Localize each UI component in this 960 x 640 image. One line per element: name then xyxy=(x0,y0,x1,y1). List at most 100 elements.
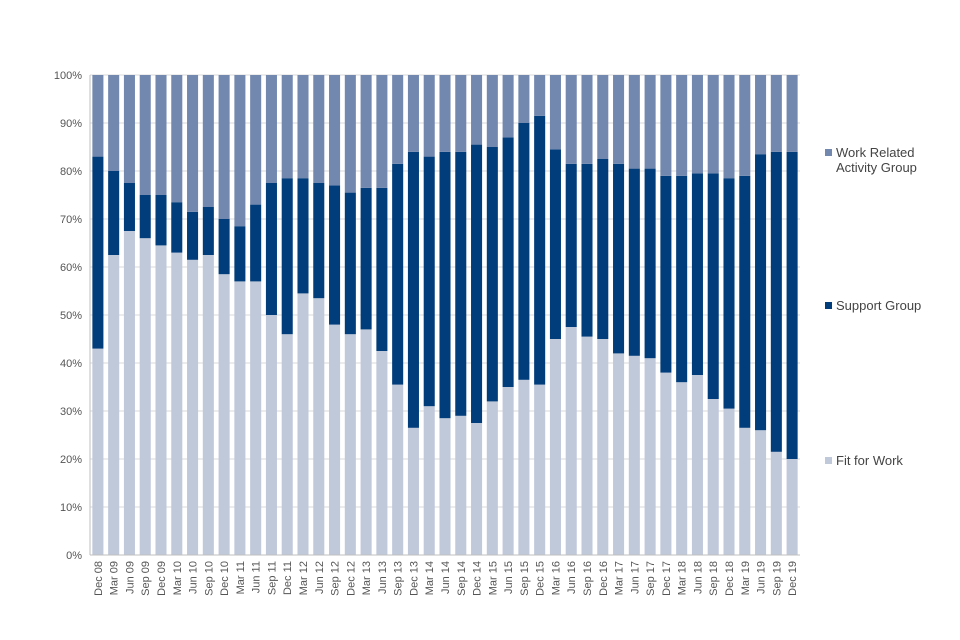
bar-support-group xyxy=(187,211,199,260)
bar-fit-for-work xyxy=(660,372,672,555)
bar-fit-for-work xyxy=(218,274,230,555)
x-tick-label: Dec 09 xyxy=(156,561,168,596)
bar-fit-for-work xyxy=(581,336,593,555)
bar-fit-for-work xyxy=(502,387,514,555)
bar-work-related-activity-group xyxy=(691,75,703,174)
bar-work-related-activity-group xyxy=(707,75,719,174)
bar-fit-for-work xyxy=(329,324,341,555)
bar-work-related-activity-group xyxy=(502,75,514,138)
bar-fit-for-work xyxy=(565,327,577,555)
bar-support-group xyxy=(770,151,782,452)
bar-work-related-activity-group xyxy=(265,75,277,183)
bar-fit-for-work xyxy=(234,281,246,555)
bar-work-related-activity-group xyxy=(281,75,293,179)
bar-work-related-activity-group xyxy=(218,75,230,219)
bar-support-group xyxy=(597,159,609,339)
bar-fit-for-work xyxy=(549,339,561,555)
bar-fit-for-work xyxy=(202,255,214,555)
bar-fit-for-work xyxy=(644,358,656,555)
bar-support-group xyxy=(313,183,325,299)
bar-support-group xyxy=(613,163,625,354)
y-tick-label: 20% xyxy=(60,454,82,466)
x-tick-label: Dec 13 xyxy=(408,561,420,596)
bar-fit-for-work xyxy=(597,339,609,555)
legend-label: Fit for Work xyxy=(836,453,903,468)
bar-fit-for-work xyxy=(313,298,325,555)
x-tick-label: Jun 17 xyxy=(629,561,641,594)
x-tick-label: Dec 18 xyxy=(724,561,736,596)
x-tick-label: Sep 12 xyxy=(330,561,342,596)
x-tick-label: Mar 12 xyxy=(298,561,310,595)
bar-work-related-activity-group xyxy=(786,75,798,152)
bar-support-group xyxy=(234,226,246,282)
y-tick-label: 60% xyxy=(60,262,82,274)
bar-support-group xyxy=(423,156,435,407)
bar-work-related-activity-group xyxy=(234,75,246,227)
x-tick-label: Dec 17 xyxy=(661,561,673,596)
x-tick-label: Jun 09 xyxy=(124,561,136,594)
bar-support-group xyxy=(155,195,167,246)
bar-fit-for-work xyxy=(360,329,372,555)
bar-work-related-activity-group xyxy=(581,75,593,164)
bar-work-related-activity-group xyxy=(549,75,561,150)
x-tick-label: Mar 09 xyxy=(109,561,121,595)
x-tick-label: Jun 14 xyxy=(440,561,452,594)
bar-work-related-activity-group xyxy=(376,75,388,188)
x-tick-label: Jun 11 xyxy=(251,561,263,593)
bar-work-related-activity-group xyxy=(250,75,262,205)
bar-fit-for-work xyxy=(471,423,483,555)
x-tick-label: Sep 14 xyxy=(456,561,468,596)
bar-work-related-activity-group xyxy=(297,75,309,179)
x-tick-label: Jun 15 xyxy=(503,561,515,594)
y-tick-label: 80% xyxy=(60,166,82,178)
bar-support-group xyxy=(297,178,309,294)
bar-support-group xyxy=(739,175,751,428)
x-tick-label: Dec 12 xyxy=(345,561,357,596)
bar-support-group xyxy=(250,204,262,282)
bar-support-group xyxy=(628,168,640,356)
bar-work-related-activity-group xyxy=(108,75,120,171)
bar-fit-for-work xyxy=(628,355,640,555)
bar-fit-for-work xyxy=(123,231,135,555)
bar-support-group xyxy=(455,151,467,416)
bar-support-group xyxy=(486,147,498,402)
bar-fit-for-work xyxy=(297,293,309,555)
bar-work-related-activity-group xyxy=(392,75,404,164)
bar-support-group xyxy=(376,187,388,351)
bar-support-group xyxy=(691,173,703,375)
x-tick-label: Mar 11 xyxy=(235,561,247,594)
x-tick-label: Sep 16 xyxy=(582,561,594,596)
bar-work-related-activity-group xyxy=(123,75,135,183)
x-tick-label: Jun 13 xyxy=(377,561,389,594)
legend-label: Work Related xyxy=(836,145,915,160)
x-tick-label: Sep 13 xyxy=(393,561,405,596)
bar-fit-for-work xyxy=(155,245,167,555)
bar-fit-for-work xyxy=(676,382,688,555)
bar-support-group xyxy=(723,178,735,409)
bar-work-related-activity-group xyxy=(313,75,325,183)
x-tick-label: Mar 16 xyxy=(550,561,562,595)
bar-support-group xyxy=(502,137,514,387)
x-tick-label: Mar 15 xyxy=(487,561,499,595)
y-tick-label: 0% xyxy=(66,550,82,562)
bar-fit-for-work xyxy=(613,353,625,555)
x-tick-label: Mar 18 xyxy=(677,561,689,595)
bar-work-related-activity-group xyxy=(534,75,546,116)
x-tick-label: Mar 14 xyxy=(424,561,436,595)
bar-support-group xyxy=(518,123,530,380)
y-tick-label: 100% xyxy=(54,70,82,82)
x-tick-label: Sep 18 xyxy=(708,561,720,596)
bar-fit-for-work xyxy=(407,427,419,555)
legend-label: Activity Group xyxy=(836,160,917,175)
bar-work-related-activity-group xyxy=(739,75,751,176)
bar-support-group xyxy=(534,115,546,385)
bar-support-group xyxy=(92,156,104,349)
x-tick-label: Sep 10 xyxy=(203,561,215,596)
x-tick-label: Dec 19 xyxy=(787,561,799,596)
bar-support-group xyxy=(108,171,120,255)
x-tick-label: Sep 17 xyxy=(645,561,657,596)
bar-fit-for-work xyxy=(455,415,467,555)
bar-fit-for-work xyxy=(707,399,719,555)
bar-support-group xyxy=(581,163,593,337)
